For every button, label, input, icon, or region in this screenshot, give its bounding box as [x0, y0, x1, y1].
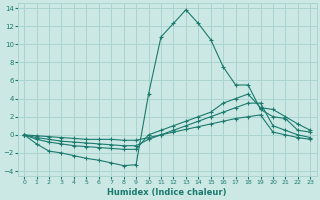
X-axis label: Humidex (Indice chaleur): Humidex (Indice chaleur): [108, 188, 227, 197]
